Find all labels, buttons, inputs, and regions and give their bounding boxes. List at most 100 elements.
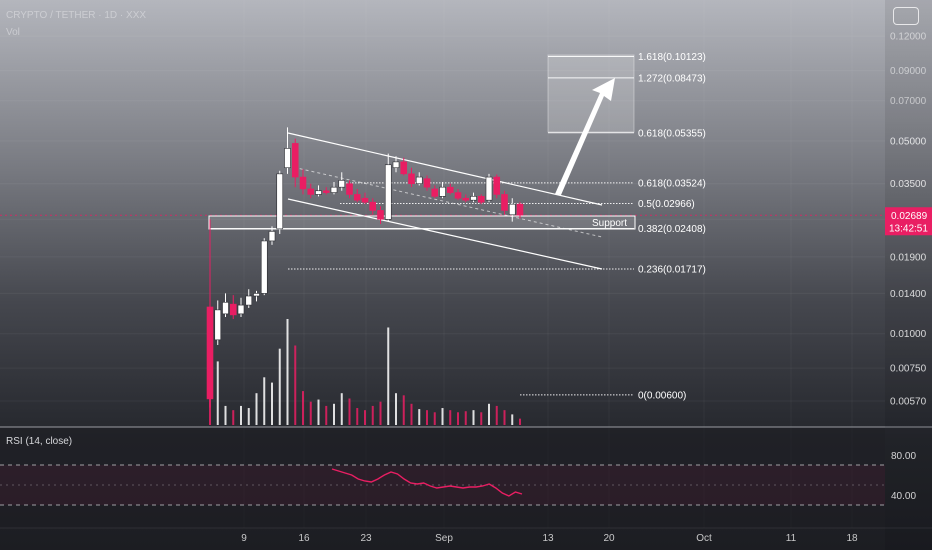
volume-bar	[340, 393, 343, 425]
price-tick-label: 0.01400	[890, 289, 927, 300]
candle-body	[330, 186, 338, 193]
candle-body	[423, 178, 431, 188]
candle-body	[346, 183, 353, 195]
volume-bar	[495, 405, 498, 425]
candle-body	[454, 192, 462, 199]
candle-body	[291, 143, 299, 178]
volume-bar	[333, 403, 335, 425]
support-zone	[208, 215, 636, 230]
volume-bar	[271, 382, 273, 425]
fib-level-label: 1.272(0.08473)	[638, 73, 706, 84]
time-tick-label: 13	[542, 533, 554, 544]
candle-body	[214, 309, 222, 341]
candle-body	[307, 188, 315, 195]
candle-body	[431, 188, 439, 197]
candle-body	[222, 301, 229, 315]
candle-body	[400, 161, 408, 175]
volume-bar	[519, 418, 521, 425]
time-tick-label: 9	[241, 533, 247, 544]
volume-bar	[286, 319, 289, 425]
rsi-layer	[0, 464, 885, 506]
candle-body	[392, 161, 400, 169]
volume-bar	[379, 401, 382, 425]
time-tick-label: 20	[603, 533, 615, 544]
candle-body	[369, 201, 377, 211]
volume-bar	[356, 408, 359, 425]
support-label: Support	[592, 218, 627, 229]
projection-arrow	[555, 78, 615, 195]
volume-bar	[294, 345, 297, 425]
volume-bar	[302, 391, 304, 425]
rsi-pane-bg	[0, 427, 885, 528]
rsi-band	[0, 465, 885, 505]
candle-body	[237, 304, 245, 315]
candle-body	[322, 190, 330, 193]
candle-body	[260, 240, 268, 294]
volume-bar	[418, 409, 421, 425]
volume-bar	[503, 410, 506, 425]
drawings-layer: Support	[208, 54, 636, 396]
rsi-label: RSI (14, close)	[6, 436, 73, 447]
candle-body	[268, 231, 276, 242]
candle-body	[384, 164, 392, 220]
price-tick-label: 0.01900	[890, 252, 927, 263]
volume-bar	[433, 412, 436, 425]
candle-body	[299, 176, 307, 190]
volume-bar	[480, 412, 483, 425]
candle-body	[408, 173, 415, 185]
volume-bar	[255, 393, 258, 425]
candle-body	[485, 176, 493, 201]
volume-bar	[309, 401, 312, 425]
volume-bar	[364, 410, 366, 425]
price-tick-label: 0.01000	[890, 329, 927, 340]
grid-layer	[0, 35, 932, 528]
price-tick-label: 0.00750	[890, 364, 927, 375]
candle-body	[501, 194, 508, 211]
time-tick-label: Oct	[696, 533, 712, 544]
rsi-tick-label: 40.00	[891, 491, 916, 502]
symbol-line: CRYPTO / TETHER · 1D · XXX	[6, 10, 147, 21]
volume-bar	[472, 410, 475, 425]
last-price-label: 0.02689	[891, 211, 928, 222]
channel-lower-line	[287, 198, 603, 270]
price-tick-label: 0.09000	[890, 66, 927, 77]
volume-bar	[224, 405, 227, 425]
fib-labels-layer: 1.618(0.10123) 1.272(0.08473) 0.618(0.0535…	[638, 52, 706, 401]
fib-level-label: 0.618(0.05355)	[638, 128, 706, 139]
candle-body	[493, 176, 501, 195]
volume-bar	[263, 377, 266, 425]
camera-icon[interactable]	[893, 7, 919, 25]
time-tick-label: 16	[298, 533, 310, 544]
volume-bar	[402, 395, 405, 425]
time-tick-label: 18	[846, 533, 858, 544]
price-tick-label: 0.12000	[890, 32, 927, 43]
volume-bar	[371, 405, 374, 425]
candle-body	[229, 303, 237, 316]
candle-body	[439, 186, 446, 197]
volume-label: Vol	[6, 27, 20, 38]
time-tick-label: Sep	[435, 533, 453, 544]
rsi-line	[331, 468, 523, 497]
volume-bar	[457, 412, 459, 425]
candles-layer	[206, 127, 524, 408]
time-tick-label: 23	[360, 533, 372, 544]
candle-body	[470, 196, 477, 201]
fib-level-label: 1.618(0.10123)	[638, 52, 706, 63]
price-axis-bg	[885, 0, 932, 550]
volume-bar	[449, 410, 452, 425]
last-price-box	[885, 207, 932, 236]
channel-upper-line	[287, 132, 603, 206]
fib-level-label: 0.236(0.01717)	[638, 264, 706, 275]
countdown-label: 13:42:51	[889, 223, 928, 234]
candle-body	[206, 306, 214, 400]
time-tick-label: 11	[786, 533, 797, 544]
volume-bar	[410, 403, 413, 425]
volume-bar	[240, 405, 242, 425]
volume-bar	[278, 348, 281, 425]
candle-body	[377, 210, 384, 220]
price-tick-label: 0.03500	[890, 179, 927, 190]
price-tick-label: 0.07000	[890, 96, 927, 107]
volume-bar	[232, 410, 235, 425]
